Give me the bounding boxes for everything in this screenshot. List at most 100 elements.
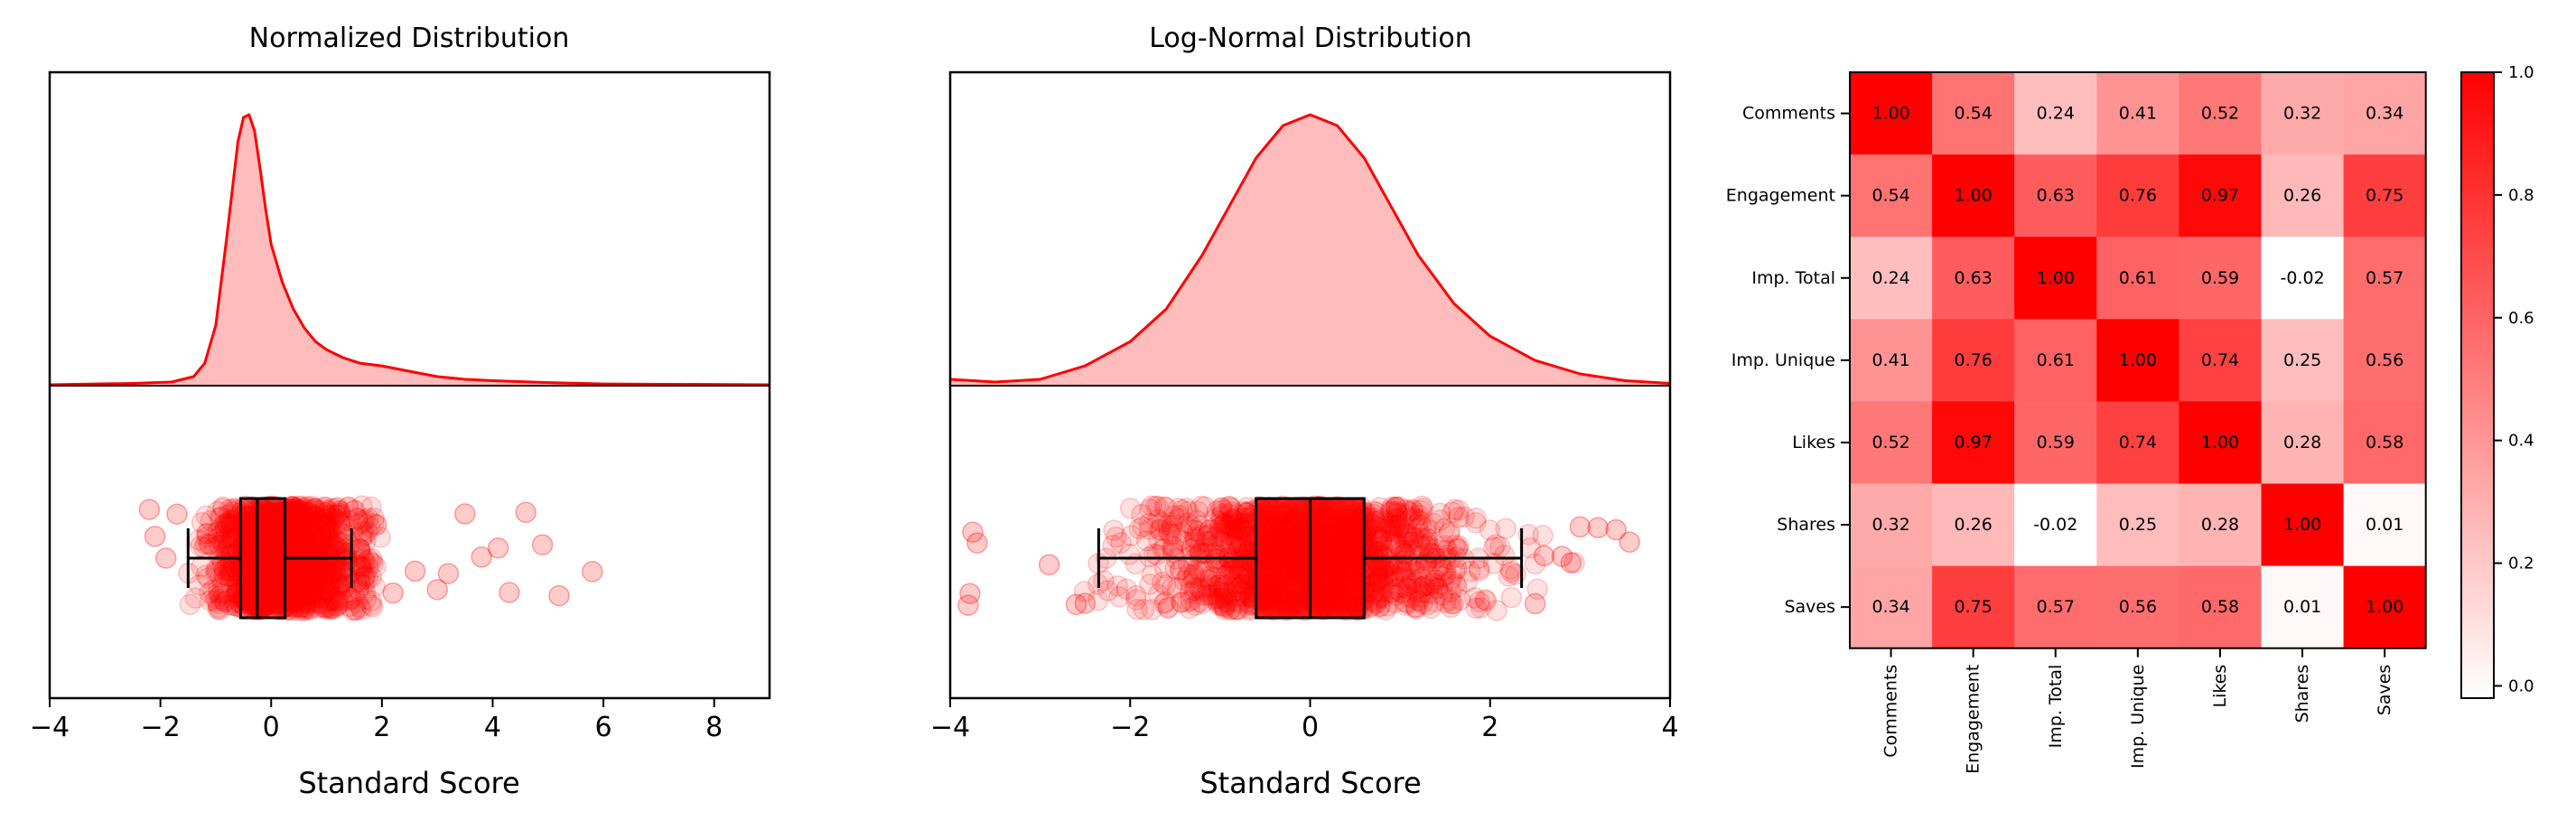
jitter-point xyxy=(259,495,282,518)
jitter-point xyxy=(276,506,298,528)
panel-heatmap: 1.00 0.54 0.24 0.41 0.52 0.32 0.34 0.54 1.00 0.63… xyxy=(1726,63,2534,774)
jitter-point xyxy=(308,561,331,583)
jitter-point xyxy=(297,501,319,524)
jitter-point xyxy=(1532,525,1554,546)
density-line xyxy=(49,113,770,387)
heatmap-cell-label: 1.00 xyxy=(1871,104,1909,124)
heatmap-cell-label: 0.01 xyxy=(2366,515,2403,535)
heatmap-cell-label: 0.41 xyxy=(1871,350,1909,370)
jitter-point xyxy=(1181,574,1202,595)
jitter-point xyxy=(229,541,250,563)
jitter-point xyxy=(294,508,316,530)
jitter-point xyxy=(281,582,303,603)
jitter-point xyxy=(1235,525,1257,546)
jitter-point xyxy=(296,499,318,521)
jitter-point xyxy=(328,568,350,591)
jitter-point xyxy=(290,512,312,535)
jitter-point xyxy=(304,555,327,577)
jitter-point xyxy=(276,595,298,618)
heatmap-cell-label: 0.59 xyxy=(2201,268,2239,288)
jitter-point xyxy=(221,498,244,519)
heatmap-row-label: Imp. Unique xyxy=(1731,350,1835,370)
jitter-point xyxy=(248,587,271,609)
jitter-point xyxy=(296,585,318,608)
jitter-point xyxy=(210,583,232,605)
jitter-point xyxy=(227,540,248,563)
jitter-point xyxy=(339,589,360,611)
jitter-point xyxy=(322,508,345,530)
jitter-point xyxy=(294,568,316,591)
jitter-point xyxy=(247,599,270,620)
jitter-point xyxy=(327,574,349,595)
heatmap-cell-label: 0.28 xyxy=(2201,515,2239,535)
jitter-point xyxy=(365,555,387,578)
jitter-point xyxy=(231,536,254,557)
jitter-point xyxy=(1154,592,1177,613)
jitter-point xyxy=(262,592,285,613)
jitter-point xyxy=(281,583,303,604)
jitter-point xyxy=(285,498,307,519)
jitter-point xyxy=(286,555,309,576)
jitter-point xyxy=(259,577,281,600)
jitter-point xyxy=(259,524,282,546)
jitter-point xyxy=(260,577,283,600)
jitter-point xyxy=(244,520,266,542)
jitter-point xyxy=(317,539,339,561)
jitter-point xyxy=(282,496,303,518)
jitter-point xyxy=(271,598,293,620)
jitter-point xyxy=(292,581,314,603)
jitter-point xyxy=(217,536,238,558)
jitter-point xyxy=(275,508,298,529)
jitter-point xyxy=(299,574,321,597)
jitter-point xyxy=(315,579,338,601)
jitter-point xyxy=(255,508,276,530)
jitter-point xyxy=(294,497,316,518)
xtick-label: 4 xyxy=(1661,712,1678,743)
jitter-point xyxy=(343,584,365,607)
jitter-point xyxy=(313,520,336,542)
heatmap-cell-label: 0.61 xyxy=(2037,350,2075,370)
heatmap-cell-label: 0.52 xyxy=(2201,104,2239,124)
jitter-point xyxy=(267,542,289,564)
jitter-point xyxy=(355,588,378,611)
jitter-point xyxy=(266,593,289,616)
jitter-point xyxy=(311,564,333,586)
jitter-point xyxy=(243,534,266,556)
jitter-point xyxy=(267,595,289,617)
jitter-point xyxy=(205,558,228,581)
jitter-point xyxy=(205,588,228,610)
jitter-point xyxy=(287,570,309,592)
heatmap-cell-label: 1.00 xyxy=(2283,515,2321,535)
jitter-point xyxy=(301,534,322,556)
jitter-point xyxy=(266,592,289,614)
xtick-label: −2 xyxy=(140,712,180,743)
jitter-point xyxy=(346,592,368,613)
jitter-point xyxy=(249,516,272,537)
jitter-point xyxy=(313,561,335,583)
jitter-point xyxy=(260,512,282,534)
heatmap-row-label: Comments xyxy=(1742,104,1835,124)
jitter-point xyxy=(321,590,343,611)
jitter-point xyxy=(303,505,324,527)
jitter-point xyxy=(300,511,322,533)
heatmap-cell-label: 0.61 xyxy=(2119,268,2157,288)
jitter-point xyxy=(282,540,304,563)
jitter-point xyxy=(299,564,322,586)
jitter-point xyxy=(254,540,276,563)
jitter-point xyxy=(204,561,227,583)
jitter-point xyxy=(298,503,320,525)
jitter-point xyxy=(315,528,338,551)
jitter-point xyxy=(281,550,303,572)
jitter-point xyxy=(258,558,280,580)
outlier-point xyxy=(1619,531,1640,553)
panel-normalized: Normalized Distribution −4 −2 0 2 4 6 8 … xyxy=(30,23,771,800)
jitter-point xyxy=(293,525,315,547)
panel-lognormal-marks xyxy=(949,113,1671,621)
panel-lognormal: Log-Normal Distribution −4 −2 0 2 4 Stan… xyxy=(930,23,1679,800)
jitter-point xyxy=(266,527,288,549)
jitter-point xyxy=(222,550,244,572)
jitter-point xyxy=(271,564,294,586)
xtick-label: 6 xyxy=(595,712,612,743)
jitter-point xyxy=(208,582,229,604)
